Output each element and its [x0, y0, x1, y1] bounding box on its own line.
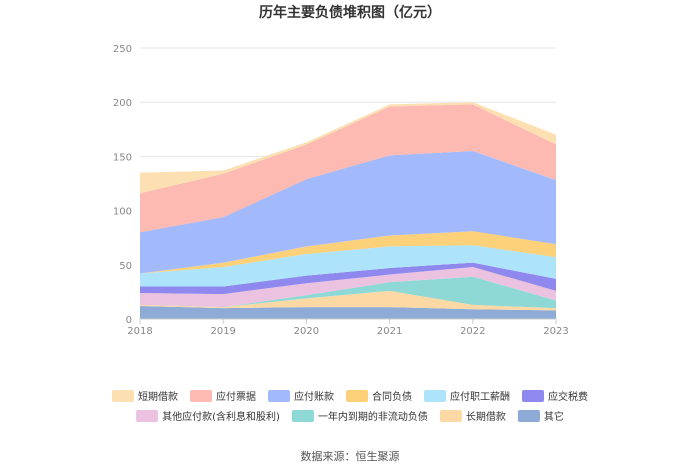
legend-swatch: [346, 390, 368, 402]
legend-label: 合同负债: [372, 390, 412, 403]
legend-label: 其它: [544, 410, 564, 423]
area-series-其它: [140, 305, 556, 319]
legend-swatch: [190, 390, 212, 402]
x-tick-label: 2023: [543, 326, 568, 337]
legend-item[interactable]: 合同负债: [346, 390, 412, 403]
legend-item[interactable]: 应付账款: [268, 390, 334, 403]
legend-item[interactable]: 其他应付款(含利息和股利): [136, 410, 280, 423]
legend-label: 应付票据: [216, 390, 256, 403]
legend-label: 应付账款: [294, 390, 334, 403]
y-tick-label: 0: [126, 315, 132, 326]
x-tick-label: 2022: [460, 326, 485, 337]
legend-swatch: [112, 390, 134, 402]
legend-label: 其他应付款(含利息和股利): [162, 410, 280, 423]
legend-label: 短期借款: [138, 390, 178, 403]
chart-title: 历年主要负债堆积图（亿元）: [259, 4, 441, 21]
area-series: [140, 102, 556, 319]
area-series-应付职工薪酬: [140, 245, 556, 287]
legend-swatch: [439, 410, 462, 422]
legend-item[interactable]: 应交税费: [522, 390, 588, 403]
data-source: 数据来源：恒生聚源: [301, 449, 400, 463]
legend-swatch: [517, 410, 540, 422]
y-tick-label: 150: [113, 152, 132, 163]
x-tick-label: 2020: [294, 326, 319, 337]
legend-label: 应付职工薪酬: [450, 390, 510, 403]
x-tick-label: 2021: [377, 326, 402, 337]
y-tick-label: 100: [113, 207, 132, 218]
area-series-一年内到期的非流动负债: [140, 276, 556, 309]
x-tick-label: 2019: [210, 326, 235, 337]
legend-item[interactable]: 应付职工薪酬: [424, 390, 510, 403]
x-tick-label: 2018: [127, 326, 152, 337]
legend-swatch: [424, 390, 446, 402]
area-series-合同负债: [140, 231, 556, 274]
y-tick-label: 50: [119, 261, 132, 272]
legend-item[interactable]: 长期借款: [439, 410, 506, 423]
legend-item[interactable]: 应付票据: [190, 390, 256, 403]
legend-label: 长期借款: [466, 410, 506, 423]
legend-swatch: [291, 410, 314, 422]
area-series-长期借款: [140, 290, 556, 311]
legend-item[interactable]: 短期借款: [112, 390, 178, 403]
legend-swatch: [522, 390, 544, 402]
area-series-其他应付款(含利息和股利): [140, 266, 556, 308]
legend-label: 一年内到期的非流动负债: [318, 410, 428, 423]
legend-swatch: [136, 410, 159, 422]
area-series-应付账款: [140, 150, 556, 274]
legend-swatch: [268, 390, 290, 402]
legend-label: 应交税费: [548, 390, 588, 403]
y-tick-label: 250: [113, 44, 132, 55]
legend-item[interactable]: 其它: [517, 410, 564, 423]
area-series-应付票据: [140, 104, 556, 233]
area-series-应交税费: [140, 262, 556, 295]
legend-item[interactable]: 一年内到期的非流动负债: [291, 410, 428, 423]
axes: 0 50 100 150 200 250 2018 2019 2020 2021 2022 2023: [113, 44, 569, 337]
y-tick-label: 200: [113, 98, 132, 109]
